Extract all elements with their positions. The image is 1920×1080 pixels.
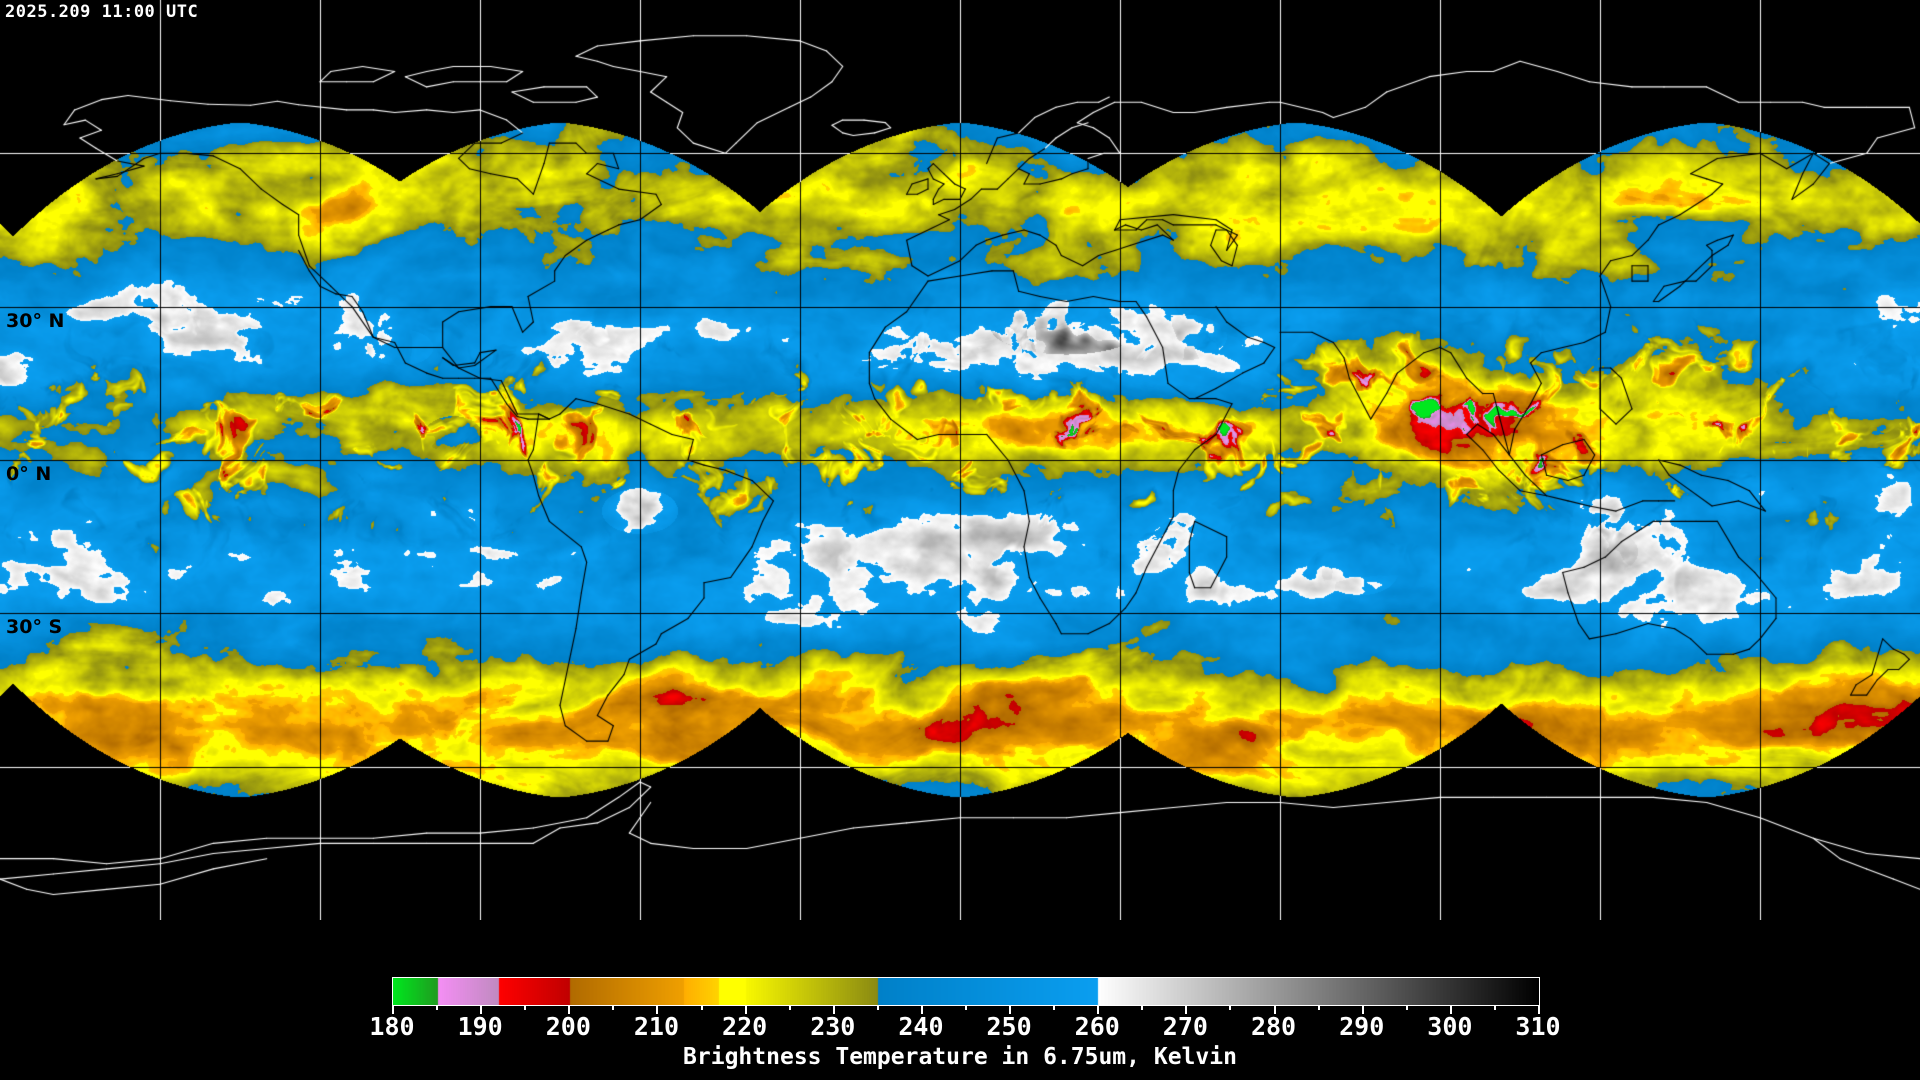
latitude-label-30n: 30° N (6, 309, 65, 332)
latitude-label-30s: 30° S (6, 616, 63, 639)
colorbar-major-tick (1009, 1005, 1011, 1014)
colorbar-gradient[interactable] (393, 978, 1539, 1005)
colorbar-tick-labels: 180 190 200 210 220 230 240 250 260 270 280 290 300 3… (0, 1013, 1920, 1043)
colorbar-major-tick (568, 1005, 570, 1014)
latitude-label-0: 0° N (6, 463, 52, 485)
colorbar-minor-tick (701, 1005, 703, 1010)
colorbar-minor-tick (436, 1005, 438, 1010)
colorbar-major-tick (1274, 1005, 1276, 1014)
observation-timestamp: 2025.209 11:00 UTC (5, 2, 199, 22)
colorbar-minor-tick (1141, 1005, 1143, 1010)
colorbar-title: Brightness Temperature in 6.75um, Kelvin (683, 1044, 1237, 1070)
latitude-label-60n: 60° N (6, 156, 65, 179)
colorbar-tick-label: 270 (1162, 1012, 1208, 1041)
colorbar-major-tick (745, 1005, 747, 1014)
colorbar-major-tick (656, 1005, 658, 1014)
colorbar-major-tick (1450, 1005, 1452, 1014)
colorbar-major-tick (480, 1005, 482, 1014)
colorbar-legend: 180 190 200 210 220 230 240 250 260 270 280 290 300 3… (0, 920, 1920, 1080)
colorbar-minor-tick (1318, 1005, 1320, 1010)
colorbar-tick-label: 260 (1074, 1012, 1120, 1041)
colorbar-minor-tick (612, 1005, 614, 1010)
colorbar-tick-label: 180 (369, 1012, 415, 1041)
colorbar-major-tick (833, 1005, 835, 1014)
colorbar-major-tick (921, 1005, 923, 1014)
colorbar-minor-tick (965, 1005, 967, 1010)
colorbar-minor-tick (1053, 1005, 1055, 1010)
brightness-temperature-raster[interactable] (0, 0, 1920, 920)
colorbar-tick-label: 210 (633, 1012, 680, 1041)
colorbar-frame[interactable] (392, 977, 1540, 1006)
colorbar-tick-label: 280 (1250, 1012, 1297, 1041)
colorbar-tick-label: 200 (545, 1012, 591, 1041)
colorbar-ticks (392, 1005, 1540, 1014)
colorbar-tick-label: 190 (457, 1012, 503, 1041)
colorbar-tick-label: 300 (1427, 1012, 1473, 1041)
colorbar-minor-tick (1229, 1005, 1231, 1010)
satellite-map[interactable] (0, 0, 1920, 920)
colorbar-tick-label: 290 (1339, 1012, 1385, 1041)
colorbar-major-tick (1185, 1005, 1187, 1014)
colorbar-tick-label: 250 (986, 1012, 1032, 1041)
colorbar-minor-tick (1406, 1005, 1408, 1010)
colorbar-tick-label: 310 (1515, 1012, 1561, 1041)
colorbar-minor-tick (1494, 1005, 1496, 1010)
colorbar-tick-label: 230 (810, 1012, 856, 1041)
latitude-label-60s: 60° S (6, 769, 63, 792)
colorbar-major-tick (1362, 1005, 1364, 1014)
colorbar-major-tick (392, 1005, 394, 1014)
colorbar-major-tick (1097, 1005, 1099, 1014)
colorbar-minor-tick (789, 1005, 791, 1010)
colorbar-major-tick (1538, 1005, 1540, 1014)
colorbar-tick-label: 220 (722, 1012, 768, 1041)
colorbar-tick-label: 240 (898, 1012, 944, 1041)
colorbar-minor-tick (524, 1005, 526, 1010)
colorbar-minor-tick (877, 1005, 879, 1010)
